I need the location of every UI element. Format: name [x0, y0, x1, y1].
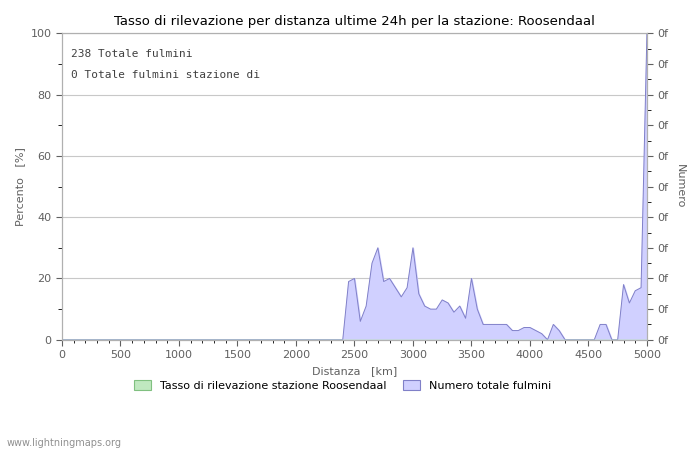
Y-axis label: Percento   [%]: Percento [%] [15, 147, 25, 226]
X-axis label: Distanza   [km]: Distanza [km] [312, 366, 397, 376]
Y-axis label: Numero: Numero [675, 164, 685, 209]
Text: www.lightningmaps.org: www.lightningmaps.org [7, 438, 122, 448]
Text: 238 Totale fulmini: 238 Totale fulmini [71, 49, 192, 58]
Title: Tasso di rilevazione per distanza ultime 24h per la stazione: Roosendaal: Tasso di rilevazione per distanza ultime… [114, 15, 595, 28]
Text: 0 Totale fulmini stazione di: 0 Totale fulmini stazione di [71, 70, 260, 80]
Legend: Tasso di rilevazione stazione Roosendaal, Numero totale fulmini: Tasso di rilevazione stazione Roosendaal… [130, 376, 556, 396]
